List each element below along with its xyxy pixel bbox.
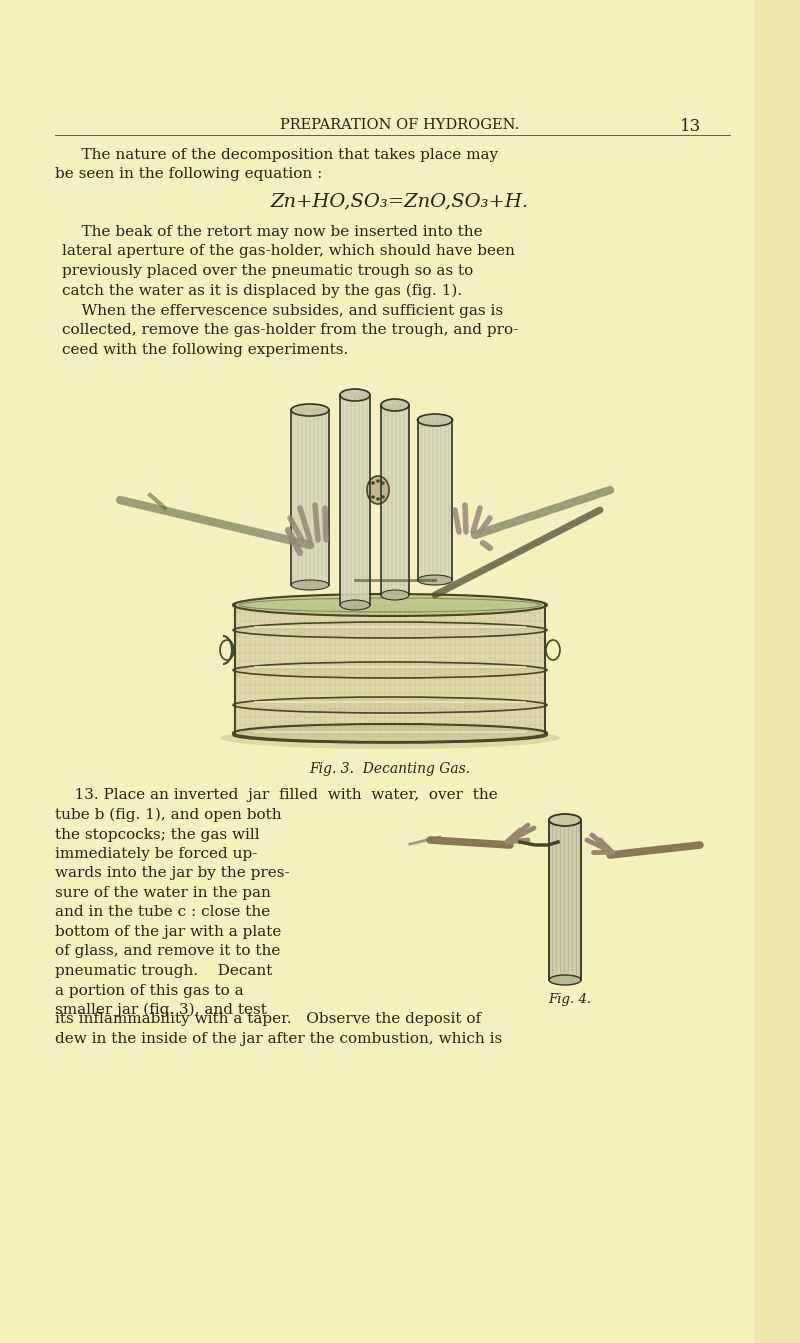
Ellipse shape bbox=[239, 598, 541, 612]
Ellipse shape bbox=[381, 399, 409, 411]
Ellipse shape bbox=[233, 727, 547, 743]
Ellipse shape bbox=[340, 600, 370, 610]
Bar bbox=[755, 0, 800, 1343]
Text: the stopcocks; the gas will: the stopcocks; the gas will bbox=[55, 827, 260, 842]
Text: Fig. 3.  Decanting Gas.: Fig. 3. Decanting Gas. bbox=[310, 761, 470, 776]
Bar bbox=[381, 406, 409, 595]
Text: and in the tube c : close the: and in the tube c : close the bbox=[55, 905, 270, 920]
Text: of glass, and remove it to the: of glass, and remove it to the bbox=[55, 944, 280, 959]
Ellipse shape bbox=[233, 697, 547, 713]
Bar bbox=[340, 395, 370, 604]
Ellipse shape bbox=[367, 475, 389, 504]
Ellipse shape bbox=[418, 414, 453, 426]
Bar bbox=[549, 821, 581, 980]
Ellipse shape bbox=[382, 481, 385, 485]
Text: be seen in the following equation :: be seen in the following equation : bbox=[55, 167, 322, 181]
Ellipse shape bbox=[233, 594, 547, 616]
Text: bottom of the jar with a plate: bottom of the jar with a plate bbox=[55, 925, 282, 939]
Ellipse shape bbox=[382, 496, 385, 498]
Text: The nature of the decomposition that takes place may: The nature of the decomposition that tak… bbox=[62, 148, 498, 163]
Ellipse shape bbox=[381, 590, 409, 600]
Ellipse shape bbox=[418, 575, 453, 586]
Bar bbox=[235, 604, 545, 733]
Text: 13: 13 bbox=[680, 118, 702, 136]
Text: smaller jar (fig. 3), and test: smaller jar (fig. 3), and test bbox=[55, 1003, 267, 1018]
Ellipse shape bbox=[233, 622, 547, 638]
Ellipse shape bbox=[371, 481, 374, 485]
Text: a portion of this gas to a: a portion of this gas to a bbox=[55, 983, 244, 998]
Text: its inflammability with a taper.   Observe the deposit of
dew in the inside of t: its inflammability with a taper. Observe… bbox=[55, 1013, 502, 1045]
Ellipse shape bbox=[549, 975, 581, 984]
Text: Zn+HO,SO₃=ZnO,SO₃+H.: Zn+HO,SO₃=ZnO,SO₃+H. bbox=[271, 192, 529, 210]
Ellipse shape bbox=[233, 662, 547, 678]
Text: PREPARATION OF HYDROGEN.: PREPARATION OF HYDROGEN. bbox=[280, 118, 520, 132]
Ellipse shape bbox=[291, 404, 329, 416]
Text: tube b (fig. 1), and open both: tube b (fig. 1), and open both bbox=[55, 808, 282, 822]
Ellipse shape bbox=[340, 389, 370, 402]
Ellipse shape bbox=[291, 580, 329, 590]
Ellipse shape bbox=[376, 497, 380, 501]
Text: Fig. 4.: Fig. 4. bbox=[549, 992, 591, 1006]
Ellipse shape bbox=[549, 814, 581, 826]
Bar bbox=[418, 420, 453, 580]
Text: sure of the water in the pan: sure of the water in the pan bbox=[55, 886, 271, 900]
Ellipse shape bbox=[220, 727, 560, 749]
Ellipse shape bbox=[371, 496, 374, 498]
Ellipse shape bbox=[233, 724, 547, 741]
Text: wards into the jar by the pres-: wards into the jar by the pres- bbox=[55, 866, 290, 881]
Bar bbox=[291, 410, 329, 586]
Text: 13. Place an inverted  jar  filled  with  water,  over  the: 13. Place an inverted jar filled with wa… bbox=[55, 788, 498, 802]
Ellipse shape bbox=[376, 479, 380, 482]
Text: The beak of the retort may now be inserted into the
lateral aperture of the gas-: The beak of the retort may now be insert… bbox=[62, 226, 518, 357]
Text: immediately be forced up-: immediately be forced up- bbox=[55, 847, 258, 861]
Text: pneumatic trough.    Decant: pneumatic trough. Decant bbox=[55, 964, 272, 978]
